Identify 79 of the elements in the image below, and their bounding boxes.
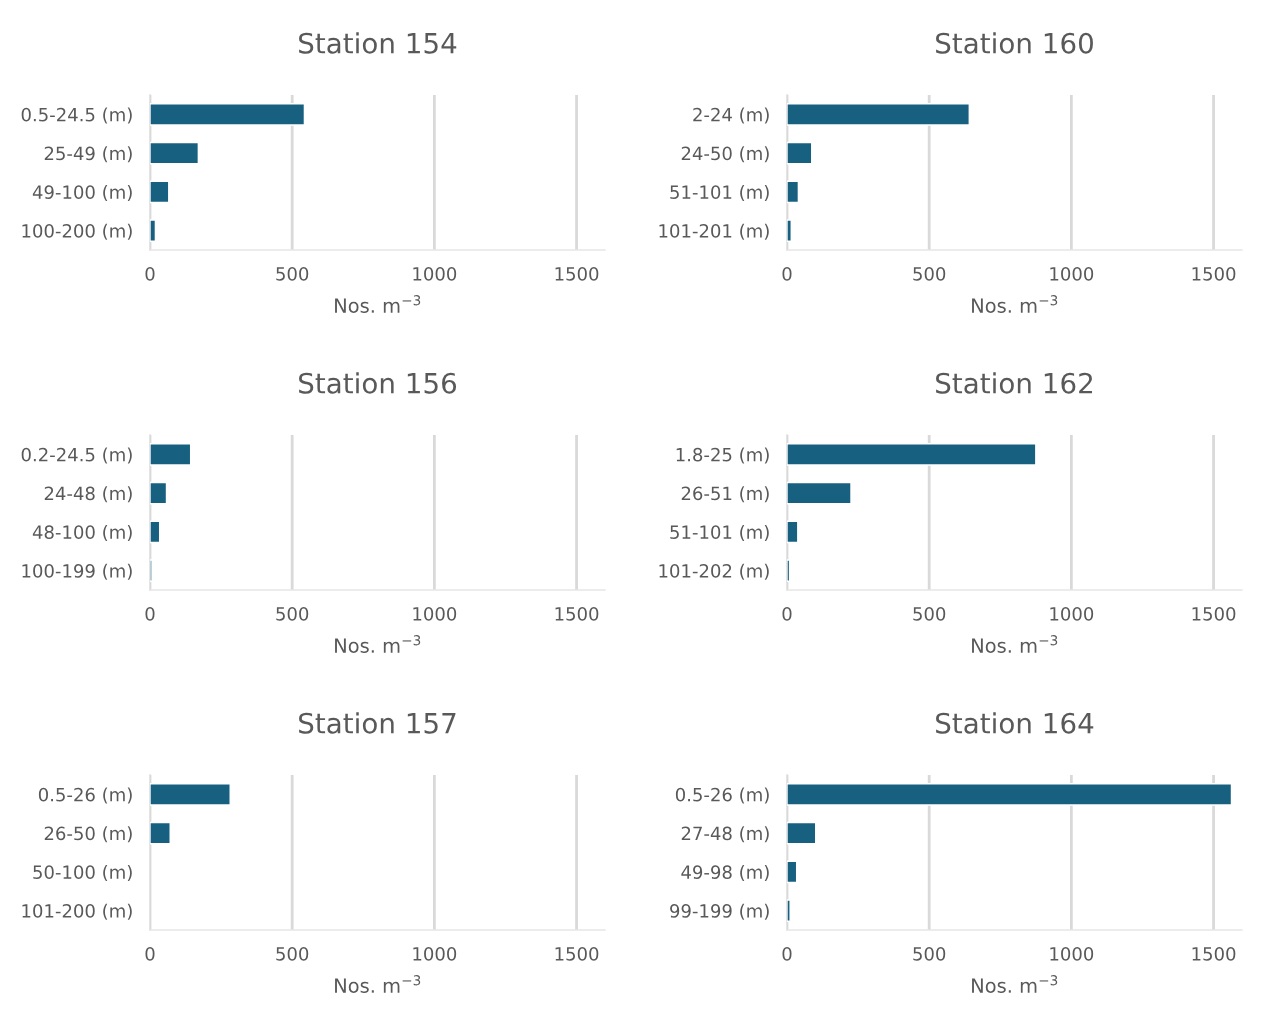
x-tick-label: 1500 (1192, 266, 1236, 281)
bar (787, 481, 852, 505)
bar (787, 520, 799, 544)
x-axis-title: Nos. m$^{−3}$ (335, 975, 421, 993)
bar (150, 180, 170, 204)
y-tick-label: 24-48 (m) (44, 486, 132, 503)
y-tick-label: 26-51 (m) (681, 486, 769, 503)
bar (150, 520, 161, 544)
x-axis-title: Nos. m$^{−3}$ (972, 635, 1058, 653)
x-tick-label: 0 (782, 946, 792, 961)
y-tick-label: 25-49 (m) (44, 146, 132, 163)
x-tick-label: 500 (913, 606, 946, 621)
y-tick-label: 0.2-24.5 (m) (21, 447, 132, 464)
x-tick-label: 0 (782, 606, 792, 621)
x-tick-label: 500 (276, 266, 309, 281)
bar (787, 141, 813, 165)
x-tick-label: 500 (276, 946, 309, 961)
y-tick-label: 48-100 (m) (32, 525, 132, 542)
x-tick-label: 500 (913, 266, 946, 281)
chart-title: Station 160 (936, 32, 1093, 54)
chart-title: Station 154 (299, 32, 457, 54)
x-tick-label: 1000 (413, 946, 457, 961)
y-tick-label: 0.5-26 (m) (38, 787, 132, 804)
y-tick-label: 0.5-24.5 (m) (21, 107, 132, 124)
x-axis-title: Nos. m$^{−3}$ (972, 975, 1058, 993)
x-tick-label: 1500 (1192, 606, 1236, 621)
bar (787, 443, 1037, 466)
x-tick-label: 1000 (413, 266, 457, 281)
x-tick-label: 1500 (555, 266, 599, 281)
y-tick-label: 0.5-26 (m) (675, 787, 769, 804)
y-tick-label: 99-199 (m) (670, 903, 769, 920)
x-tick-label: 0 (145, 946, 155, 961)
bar (787, 180, 800, 204)
y-tick-label: 1.8-25 (m) (676, 447, 769, 464)
x-tick-label: 0 (145, 606, 155, 621)
y-tick-label: 101-200 (m) (22, 903, 132, 920)
y-tick-label: 26-50 (m) (44, 826, 132, 843)
x-tick-label: 500 (276, 606, 309, 621)
y-tick-label: 51-101 (m) (670, 525, 769, 542)
x-tick-label: 1000 (1050, 946, 1094, 961)
y-tick-label: 2-24 (m) (693, 107, 769, 124)
x-tick-label: 1000 (1050, 266, 1094, 281)
y-tick-label: 49-98 (m) (681, 865, 769, 882)
y-tick-label: 101-201 (m) (659, 223, 769, 240)
y-tick-label: 24-50 (m) (681, 146, 769, 163)
y-tick-label: 27-48 (m) (681, 826, 769, 843)
bar (150, 103, 306, 126)
y-tick-label: 101-202 (m) (659, 563, 769, 580)
y-tick-label: 51-101 (m) (670, 185, 769, 202)
y-tick-label: 49-100 (m) (32, 185, 132, 202)
bar (787, 860, 798, 884)
x-tick-label: 1500 (555, 606, 599, 621)
x-tick-label: 1500 (1192, 946, 1236, 961)
y-tick-label: 50-100 (m) (33, 865, 132, 882)
bar (787, 821, 817, 845)
x-tick-label: 0 (145, 266, 155, 281)
chart-title: Station 162 (936, 372, 1093, 394)
x-axis-title: Nos. m$^{−3}$ (335, 635, 421, 653)
bar (150, 481, 168, 505)
x-tick-label: 500 (913, 946, 946, 961)
bar (150, 219, 157, 242)
x-tick-label: 1000 (1050, 606, 1094, 621)
x-tick-label: 1500 (555, 946, 599, 961)
bar (150, 141, 200, 165)
bar (787, 783, 1233, 806)
bar (787, 559, 791, 582)
x-axis-title: Nos. m$^{−3}$ (972, 295, 1058, 313)
x-tick-label: 1000 (413, 606, 457, 621)
bar (150, 443, 192, 466)
y-tick-label: 100-200 (m) (22, 223, 132, 240)
chart-title: Station 164 (936, 712, 1094, 734)
chart-title: Station 157 (299, 712, 456, 734)
bar (787, 899, 791, 922)
y-tick-label: 100-199 (m) (22, 563, 132, 580)
x-tick-label: 0 (782, 266, 792, 281)
chart-title: Station 156 (299, 372, 457, 394)
x-axis-title: Nos. m$^{−3}$ (335, 295, 421, 313)
bar (787, 103, 970, 126)
bar (787, 219, 792, 242)
